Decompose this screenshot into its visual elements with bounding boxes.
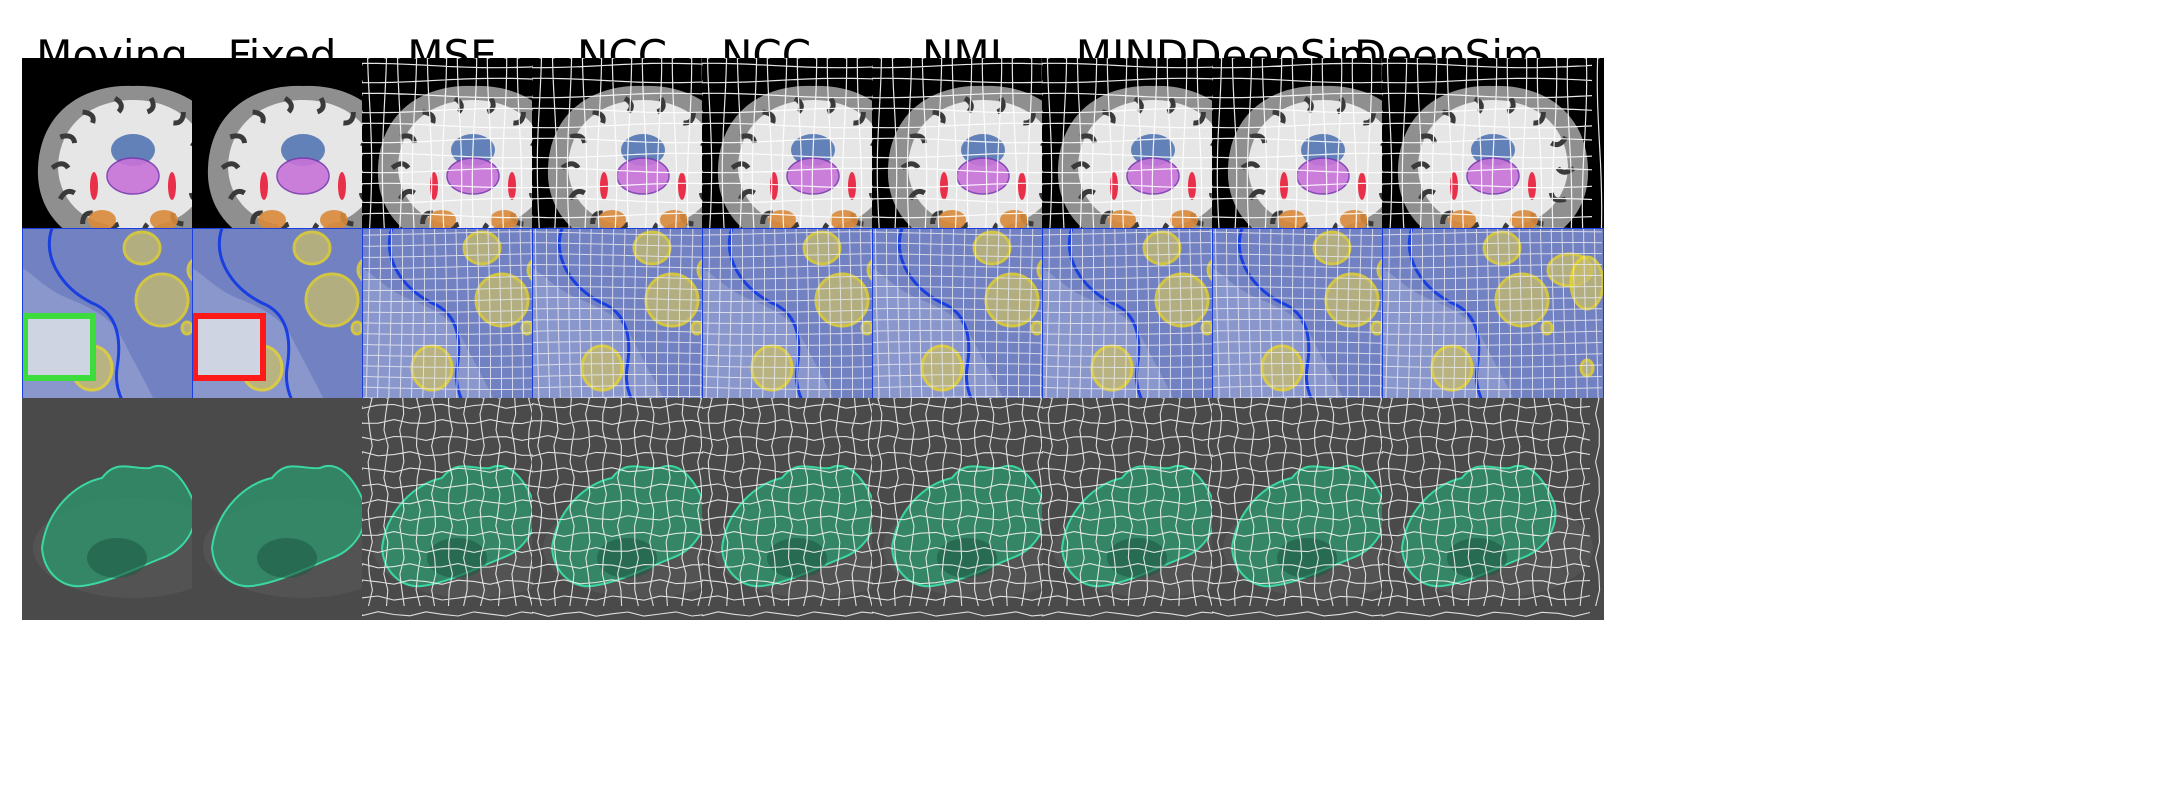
image-brain-ncc [532,58,754,280]
panel-brain-ncc [532,58,754,280]
panel-cell-deepsim-seg [1382,398,1604,620]
image-cell-deepsim-seg [1382,398,1604,620]
